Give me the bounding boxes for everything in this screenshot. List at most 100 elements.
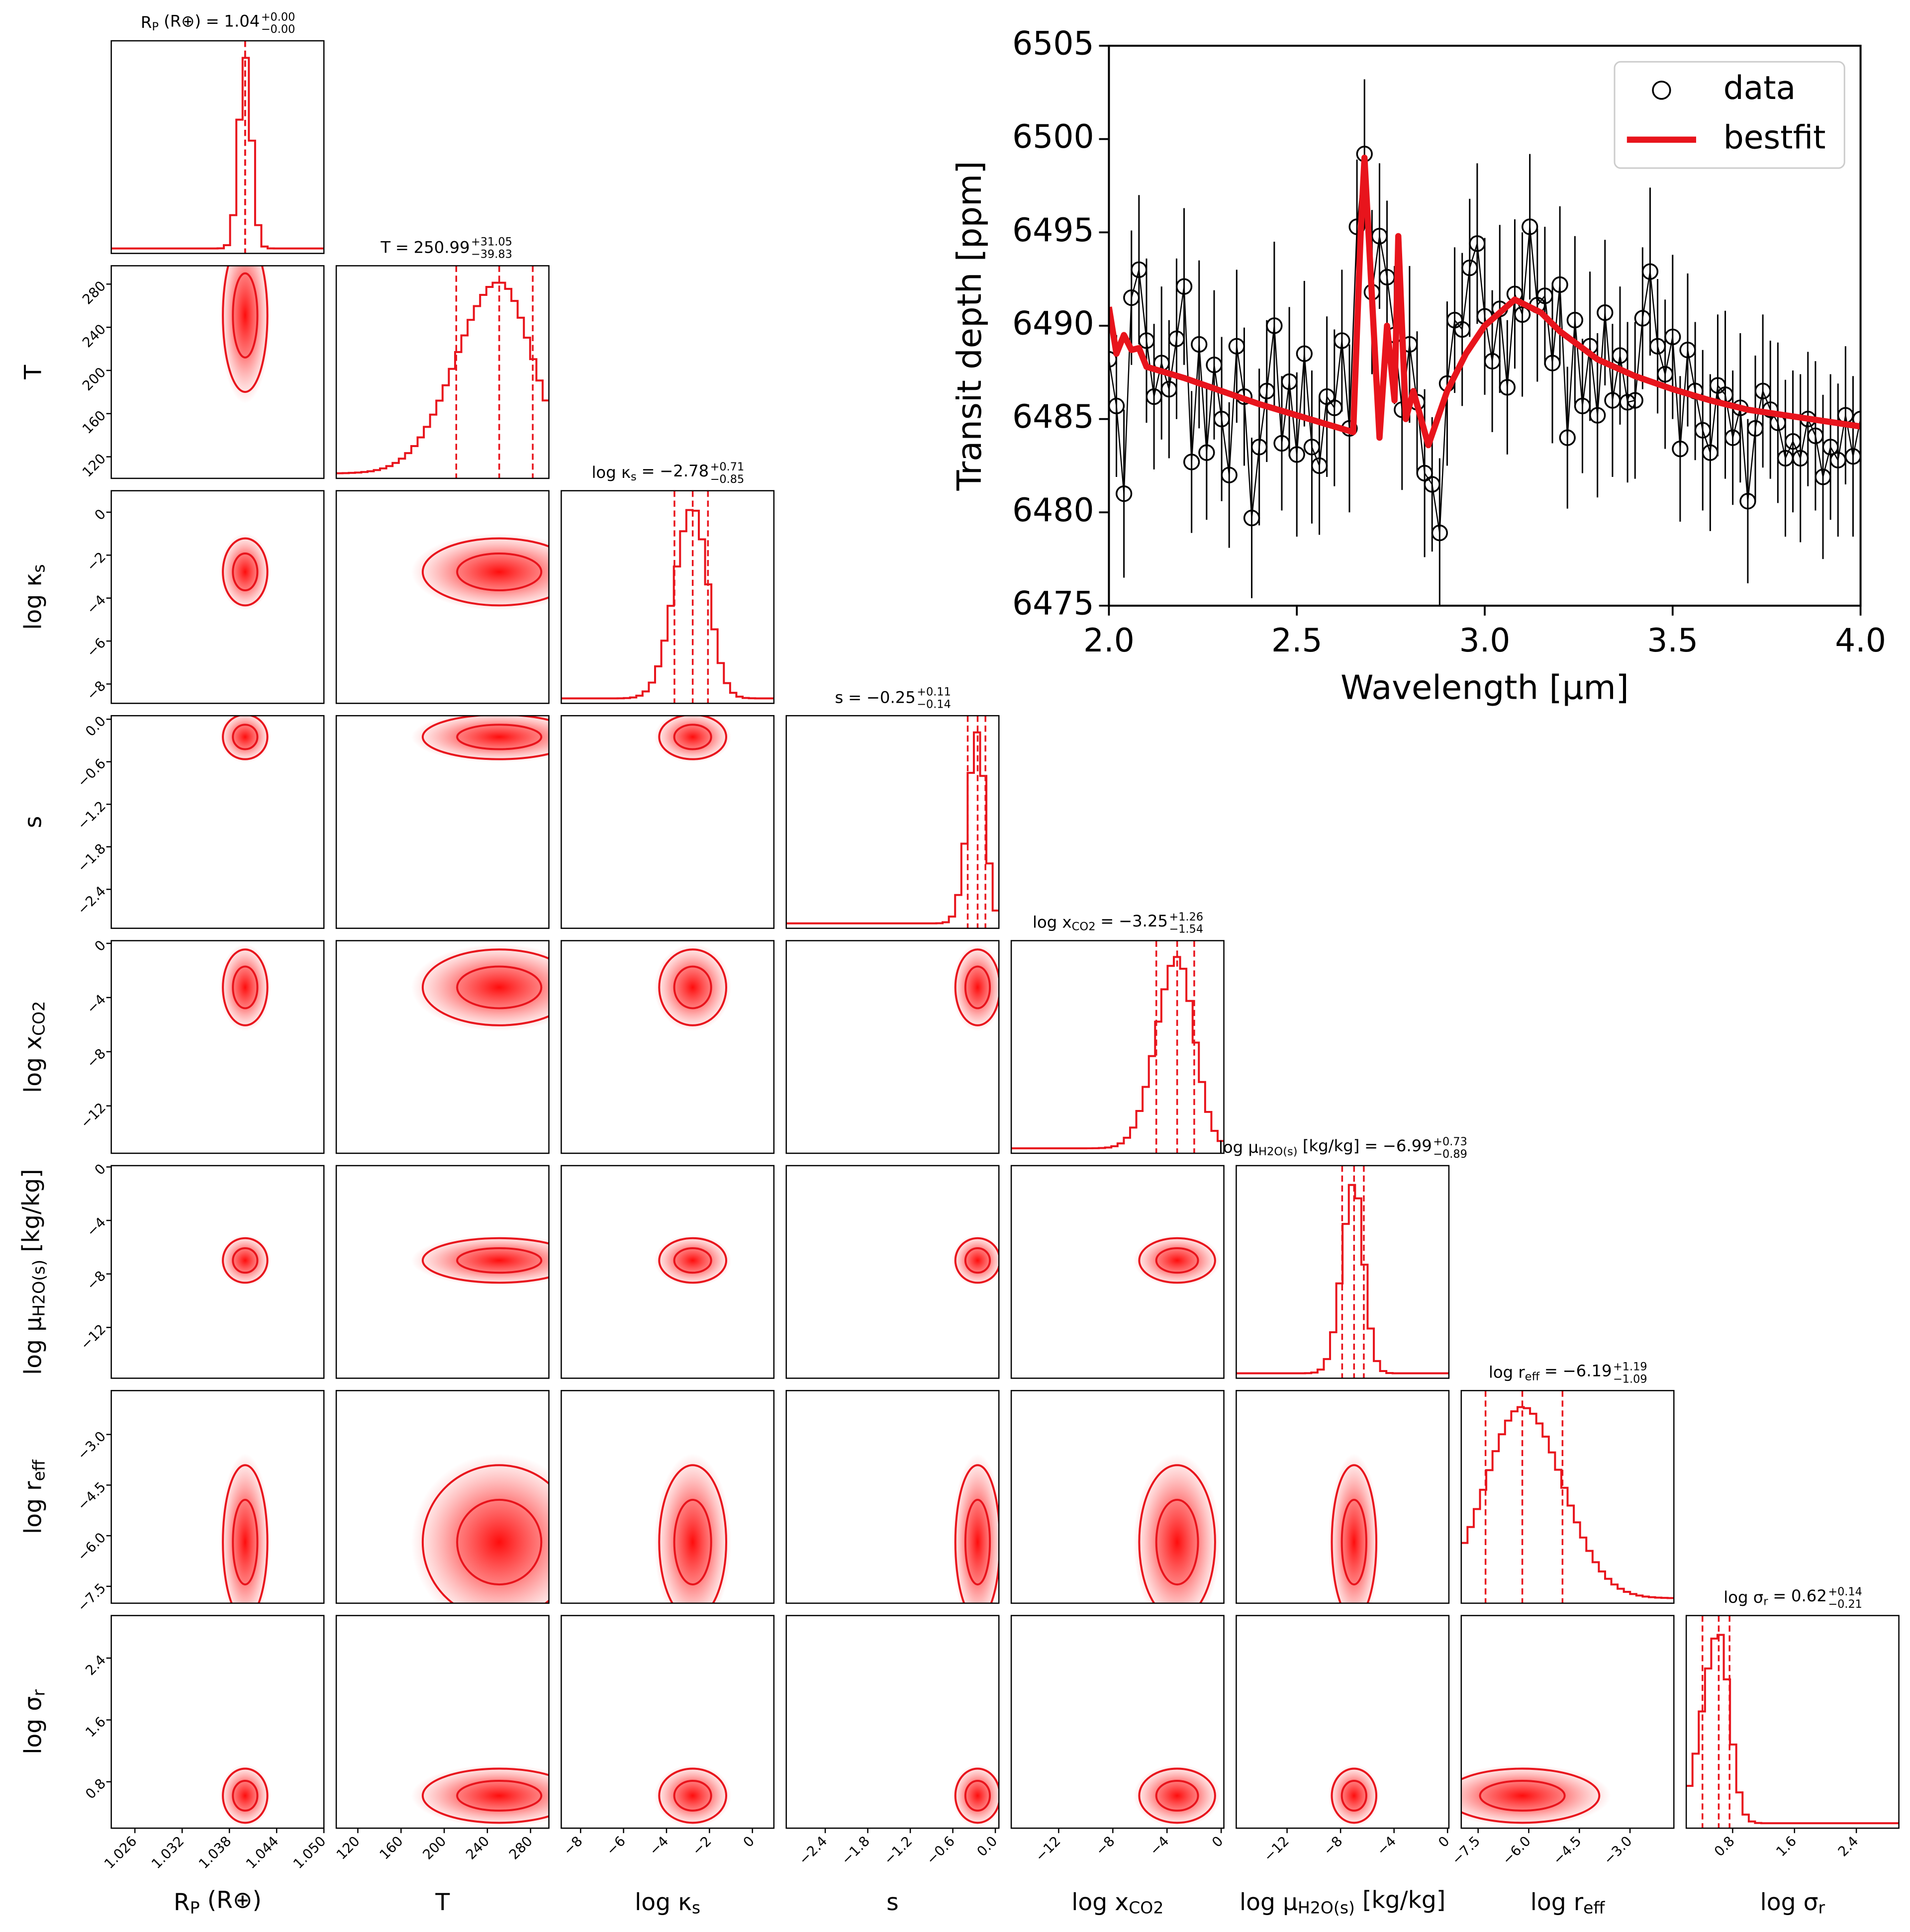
label-base: log r <box>1530 1889 1584 1916</box>
label-base: T <box>20 365 47 380</box>
contour-outer <box>421 1767 549 1824</box>
y-tick-label: 160 <box>80 408 109 437</box>
contour-outer <box>1138 1237 1216 1284</box>
x-tick-label: −8 <box>561 1834 585 1858</box>
contour-outer <box>1331 1464 1378 1603</box>
label-base: s <box>20 816 47 828</box>
contour-inner <box>232 724 259 750</box>
data-point <box>1109 351 1118 368</box>
x-tick-label: −4.5 <box>1550 1834 1585 1868</box>
panel-title: log κs = −2.78 <box>591 461 709 483</box>
label-suffix: [kg/kg] <box>1298 1136 1360 1155</box>
contour-outer <box>421 716 549 760</box>
x-tick-label: −7.5 <box>1449 1834 1483 1868</box>
y-tick-label: −7.5 <box>75 1580 109 1615</box>
label-sub: P <box>152 20 159 33</box>
x-tick-label: 3.5 <box>1647 622 1698 659</box>
panel-frame <box>561 1615 775 1829</box>
contour-outer <box>421 537 549 607</box>
panel-content <box>952 1235 999 1286</box>
y-axis-label: log xCO2 <box>20 1001 48 1093</box>
contour-inner <box>673 1498 712 1586</box>
contour-outer <box>658 1237 728 1284</box>
data-point <box>1160 380 1177 398</box>
data-point <box>1281 373 1298 390</box>
data-point <box>1461 259 1478 276</box>
panel <box>336 266 549 478</box>
contour-outer <box>222 1464 269 1603</box>
x-tick-label: 0 <box>741 1834 758 1850</box>
data-point <box>1694 422 1711 439</box>
panel-content <box>1461 1390 1674 1603</box>
data-point <box>1792 450 1809 467</box>
label-base: log μ <box>1240 1889 1298 1916</box>
label-sub: eff <box>1583 1898 1605 1917</box>
histogram <box>561 509 774 700</box>
histogram <box>111 57 324 250</box>
title-minus: −1.09 <box>1613 1373 1647 1385</box>
label-sub: H2O(s) <box>1298 1898 1355 1917</box>
contour-outer <box>954 1767 999 1824</box>
panel-content <box>952 943 999 1031</box>
data-point <box>1747 420 1764 437</box>
title-minus: −0.89 <box>1433 1148 1467 1161</box>
panel <box>111 940 324 1154</box>
y-tick-label: 1.6 <box>83 1714 109 1741</box>
y-axis-label: T <box>20 365 47 380</box>
contour-outer <box>954 1237 999 1284</box>
data-point <box>1138 332 1155 349</box>
data-point <box>1123 289 1140 306</box>
y-axis-label: log σr <box>20 1689 48 1754</box>
panel-content <box>1133 1235 1221 1287</box>
panel-frame <box>1460 1615 1675 1829</box>
y-tick-label: −8 <box>84 1268 109 1293</box>
x-tick-label: 1.038 <box>196 1834 234 1872</box>
data-point <box>1499 379 1516 396</box>
density <box>952 1235 999 1286</box>
title-plus: +0.11 <box>917 685 951 698</box>
label-base: log σ <box>1760 1889 1818 1916</box>
contour-inner <box>964 965 991 1010</box>
label-sub: CO2 <box>29 1001 48 1036</box>
title-separator: = <box>206 11 219 30</box>
data-point <box>1612 347 1628 364</box>
label-suffix: [kg/kg] <box>1355 1887 1445 1914</box>
x-tick-label: 1.032 <box>149 1834 187 1872</box>
x-tick-label: −1.2 <box>881 1834 916 1868</box>
data-point <box>1484 353 1501 369</box>
panel-frame <box>785 940 1000 1154</box>
y-tick-label: 6475 <box>1012 585 1094 623</box>
panel-frame <box>1010 940 1225 1154</box>
density <box>654 1235 732 1287</box>
x-tick-label: −12 <box>1261 1834 1292 1865</box>
data-point <box>1852 410 1861 428</box>
title-minus: −1.54 <box>1169 923 1204 936</box>
x-tick-label: 0.0 <box>974 1834 1001 1860</box>
x-tick-label: −4 <box>1147 1834 1172 1858</box>
label-base: R <box>174 1889 190 1916</box>
contour-outer <box>1461 1767 1601 1824</box>
contour-outer <box>1138 1464 1216 1603</box>
panel-title: log σr = 0.62 <box>1723 1586 1827 1608</box>
title-plus: +0.14 <box>1828 1585 1862 1598</box>
panel-title: log xCO2 = −3.25 <box>1033 912 1168 933</box>
y-tick-label: −1.2 <box>75 799 109 833</box>
panel-frame <box>110 40 325 254</box>
y-tick-label: −4.5 <box>75 1479 109 1514</box>
panel-frame <box>1010 1390 1225 1604</box>
label-base: T <box>435 1889 450 1916</box>
contour-inner <box>456 965 543 1010</box>
panel <box>111 41 324 254</box>
contour-inner <box>673 965 712 1010</box>
contour-outer <box>222 1237 269 1284</box>
data-point <box>1296 345 1313 362</box>
model-line <box>1109 154 1861 449</box>
label-sub: H2O(s) <box>1258 1145 1298 1158</box>
title-separator: = <box>641 461 655 480</box>
label-base: log κ <box>20 573 47 630</box>
y-axis-label: Transit depth [ppm] <box>950 161 989 491</box>
y-tick-label: 6490 <box>1012 305 1094 343</box>
data-point <box>1679 342 1696 359</box>
contour-inner <box>456 1779 543 1812</box>
